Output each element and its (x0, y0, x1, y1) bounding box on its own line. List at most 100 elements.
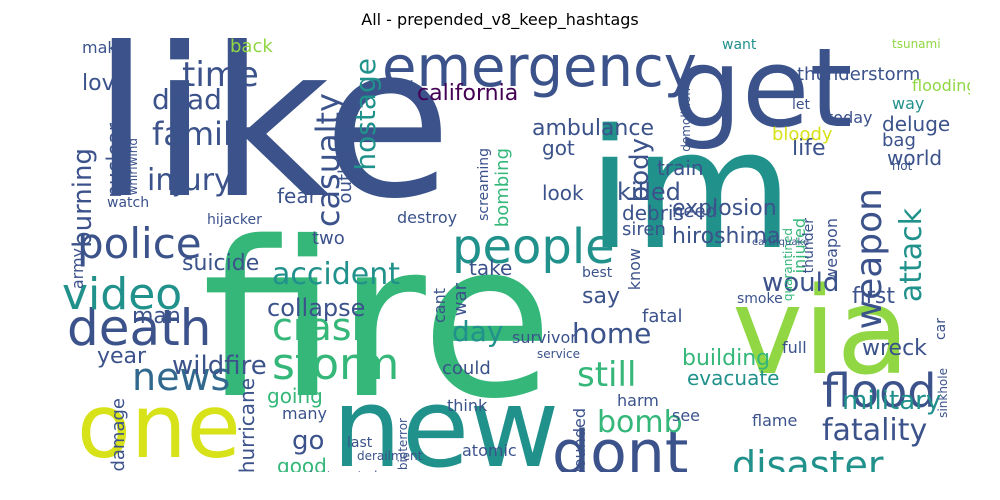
word-army: army (68, 248, 87, 290)
word-know: cant (430, 288, 449, 324)
word-via: via (732, 263, 910, 402)
chart-title: All - prepended_v8_keep_hashtags (361, 10, 639, 29)
word-watch: best (582, 265, 613, 281)
word-flooding: want (722, 38, 757, 53)
word-think: survivor (512, 328, 577, 347)
word-year: year (97, 344, 147, 369)
word-quarantined: tsunami (892, 38, 941, 51)
word-emergency: emergency (382, 38, 697, 100)
word-sinkhole: car (933, 318, 949, 341)
word-attack: attack (894, 208, 929, 303)
word-would: would (762, 268, 840, 298)
word-atomic: flame (752, 411, 798, 430)
word-like: like (92, 38, 453, 245)
word-survivor: service (537, 347, 580, 361)
word-car: take (469, 256, 513, 280)
word-bomb: bomb (597, 405, 683, 440)
word-train: ambulance (532, 116, 654, 141)
word-bag: today (827, 108, 873, 127)
word-building: building (682, 346, 771, 371)
word-take: destroy (397, 208, 458, 227)
word-apocalypse: bioterror (396, 418, 410, 471)
word-look: fear (277, 184, 317, 208)
word-see: could (442, 358, 491, 379)
word-whirlwind: hijacker (207, 212, 262, 228)
word-new: new (332, 364, 560, 472)
word-video: video (62, 269, 183, 320)
word-smoke: full (782, 338, 807, 357)
word-way: flooding (912, 76, 970, 95)
word-california: california (417, 81, 519, 106)
word-fire: fire (202, 195, 554, 446)
word-time: time (182, 55, 259, 95)
word-injury: injury (147, 163, 232, 198)
word-best: last (347, 435, 373, 451)
word-bioterror: electrocuted (302, 470, 377, 472)
word-disaster: disaster (732, 443, 884, 472)
word-harm: think (447, 396, 488, 415)
word-need: train (657, 156, 704, 180)
word-could: harm (617, 391, 659, 410)
word-flood: flood (822, 364, 937, 418)
word-military: military (842, 386, 942, 416)
word-evacuate: evacuate (687, 366, 780, 390)
word-injured: weapon (822, 218, 841, 281)
word-got: need (672, 201, 717, 222)
word-war: wounded (570, 408, 589, 472)
word-accident: accident (272, 257, 400, 292)
word-thunderstorm: make (82, 38, 126, 57)
word-destroy: screaming (476, 148, 492, 221)
word-wounded: see (672, 406, 701, 425)
word-let: bag (882, 130, 916, 151)
word-family: family (152, 115, 251, 153)
word-suicide: suicide (182, 251, 260, 276)
word-riot: demolition (679, 88, 693, 152)
word-still: still (577, 355, 637, 395)
word-many: many (282, 404, 327, 423)
word-bombing: bombing (492, 148, 513, 228)
word-day: day (452, 315, 504, 348)
word-news: news (132, 355, 231, 399)
word-home: home (572, 317, 652, 350)
word-derailment: earthquake (752, 237, 810, 248)
word-good: good (277, 454, 327, 472)
word-dead: dead (152, 83, 222, 116)
word-today: deluge (882, 112, 951, 136)
word-want: thunderstorm (797, 64, 921, 85)
word-last: atomic (462, 441, 517, 460)
word-first: first (852, 284, 895, 309)
word-siren: debris (622, 201, 684, 225)
word-cant: war (450, 283, 471, 317)
word-world: life (792, 136, 826, 161)
word-go: go (292, 426, 325, 456)
word-electrocuted: derailment (357, 449, 423, 463)
word-service: smoke (737, 291, 783, 307)
word-screaming: whirlwind (126, 138, 140, 196)
word-tsunami: riot (892, 159, 913, 173)
word-life: hiroshima (672, 224, 781, 249)
word-burning: burning (68, 148, 98, 248)
word-say: say (582, 284, 620, 309)
word-fatal: let (792, 97, 810, 113)
word-im: im (587, 94, 794, 286)
word-hostage: hostage (349, 58, 382, 171)
word-hiroshima: siren (622, 219, 666, 240)
word-wildfire: wildfire (172, 351, 267, 381)
word-back: love (82, 71, 129, 96)
word-love: look (542, 181, 584, 205)
word-demolition: sinkhole (936, 368, 950, 418)
word-killed: killed (617, 178, 681, 206)
word-get: get (672, 38, 853, 152)
word-people: people (452, 219, 615, 275)
word-collapse: collapse (267, 294, 366, 322)
word-two: got (542, 136, 575, 160)
word-nuclear: nuclear (102, 123, 126, 198)
word-deluge: way (892, 94, 925, 113)
word-damage: damage (108, 398, 129, 472)
word-crash: crash (272, 305, 376, 349)
word-police: police (77, 219, 202, 268)
word-debris: explosion (672, 196, 777, 221)
word-hijacker: watch (107, 195, 150, 211)
word-bloody: world (887, 146, 943, 170)
word-fear: two (312, 228, 345, 249)
